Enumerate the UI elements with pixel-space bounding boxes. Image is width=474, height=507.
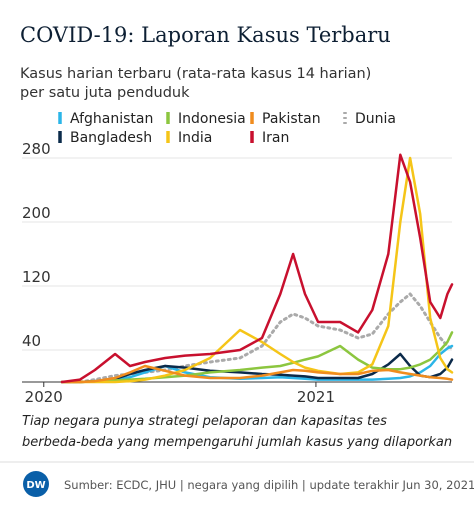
x-tick-label: 2020 <box>25 388 63 406</box>
y-tick-label: 200 <box>22 204 51 222</box>
subtitle: Kasus harian terbaru (rata-rata kasus 14… <box>20 66 371 82</box>
logo: DW <box>26 480 45 491</box>
source: Sumber: ECDC, JHU | negara yang dipilih … <box>64 478 474 492</box>
series-line <box>60 331 454 384</box>
legend-label: Afghanistan <box>70 111 153 127</box>
y-tick-label: 120 <box>22 268 51 286</box>
legend-label: India <box>178 130 212 146</box>
series-line <box>60 364 454 384</box>
legend-label: Iran <box>262 130 289 146</box>
x-tick-label: 2021 <box>297 388 335 406</box>
subtitle: per satu juta penduduk <box>20 85 190 101</box>
note: berbeda-beda yang mempengaruhi jumlah ka… <box>22 435 452 450</box>
y-tick-label: 40 <box>22 332 41 350</box>
note: Tiap negara punya strategi pelaporan dan… <box>22 414 387 429</box>
chart-title: COVID-19: Laporan Kasus Terbaru <box>20 23 391 47</box>
y-tick-label: 280 <box>22 140 51 158</box>
legend-label: Dunia <box>355 111 396 127</box>
series-line <box>60 153 454 384</box>
series-line <box>60 352 454 384</box>
legend-label: Pakistan <box>262 111 321 127</box>
legend-label: Indonesia <box>178 111 246 127</box>
legend-label: Bangladesh <box>70 130 152 146</box>
logo-badge <box>23 471 49 497</box>
series-line <box>60 156 454 384</box>
